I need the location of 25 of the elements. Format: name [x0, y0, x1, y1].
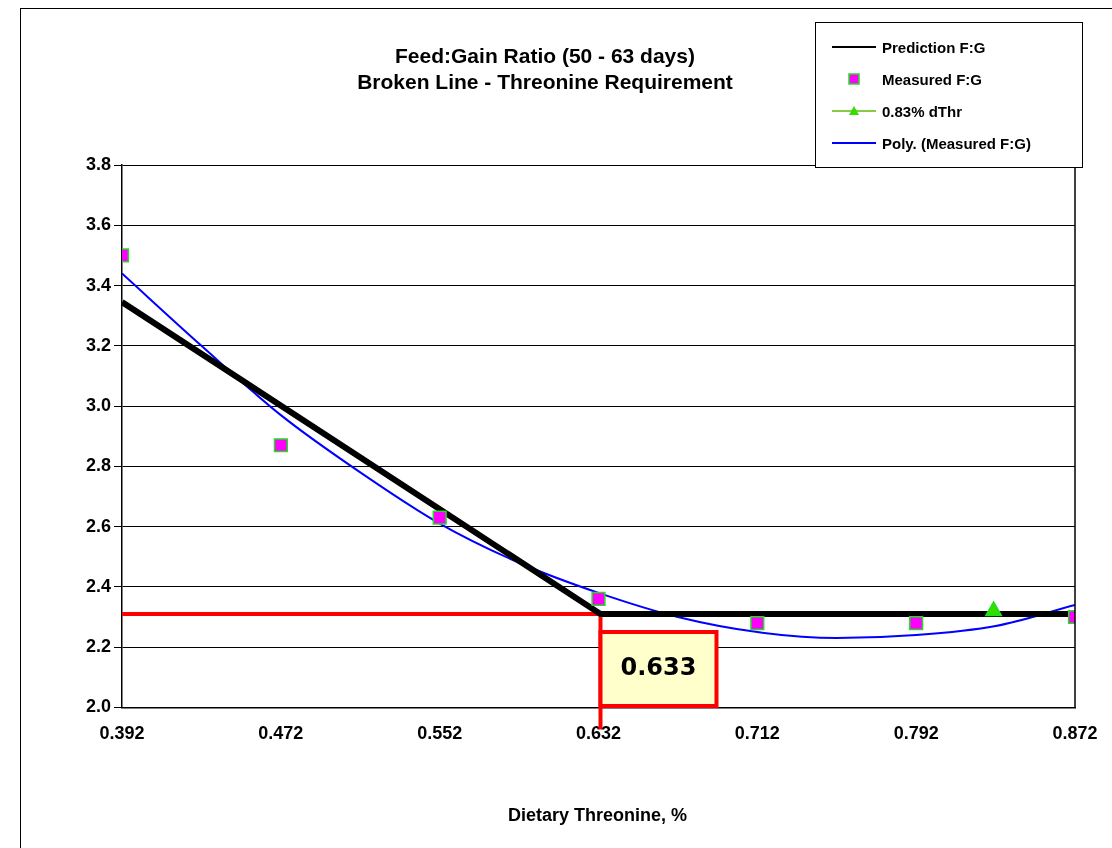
- x-axis-title: Dietary Threonine, %: [506, 805, 688, 826]
- legend-label: Poly. (Measured F:G): [882, 134, 1031, 152]
- y-tick-label: 2.0: [85, 696, 112, 717]
- y-tick-label: 3.0: [85, 395, 112, 416]
- x-tick-label: 0.632: [575, 723, 622, 744]
- x-tick-label: 0.712: [734, 723, 780, 744]
- x-tick-label: 0.552: [417, 723, 463, 744]
- x-tick-label: 0.392: [99, 723, 145, 744]
- y-tick-label: 2.4: [85, 575, 112, 596]
- x-tick-label: 0.472: [258, 723, 304, 744]
- y-tick-label: 3.4: [85, 274, 112, 295]
- chart-subtitle: Broken Line - Threonine Requirement: [357, 70, 733, 93]
- annotation: 0.633: [620, 653, 697, 682]
- y-tick-label: 2.2: [85, 636, 112, 657]
- y-tick-label: 2.8: [85, 455, 112, 476]
- y-tick-label: 3.6: [85, 214, 112, 235]
- legend-label: Prediction F:G: [882, 38, 986, 56]
- y-tick-label: 2.6: [85, 515, 112, 536]
- legend-label: Measured F:G: [882, 70, 983, 88]
- x-tick-label: 0.792: [893, 723, 939, 744]
- y-tick-label: 3.2: [85, 334, 112, 355]
- chart-title: Feed:Gain Ratio (50 - 63 days): [395, 44, 695, 67]
- y-tick-label: 3.8: [85, 153, 112, 174]
- x-tick-label: 0.872: [1052, 723, 1098, 744]
- legend-label: 0.83% dThr: [882, 102, 963, 120]
